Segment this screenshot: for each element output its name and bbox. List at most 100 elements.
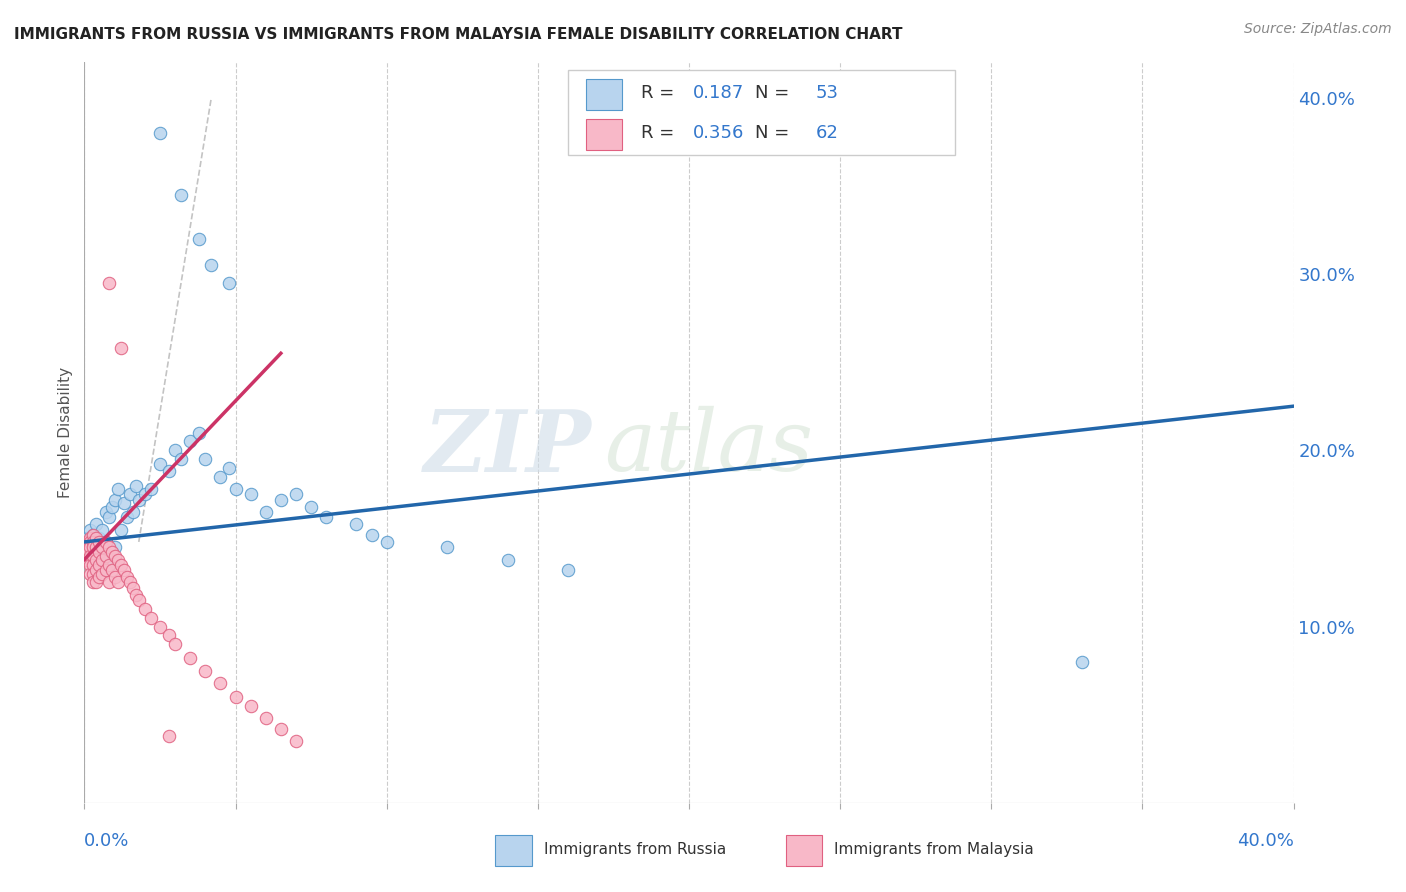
FancyBboxPatch shape — [568, 70, 955, 155]
Point — [225, 482, 247, 496]
Point — [100, 563, 122, 577]
Point — [79, 540, 101, 554]
Point — [125, 588, 148, 602]
Point — [97, 276, 120, 290]
Point — [82, 528, 104, 542]
Point — [360, 528, 382, 542]
Point — [118, 575, 141, 590]
Point — [110, 341, 132, 355]
Point — [299, 500, 322, 514]
Point — [82, 535, 104, 549]
Point — [86, 575, 108, 590]
Point — [79, 540, 101, 554]
Point — [209, 676, 232, 690]
Point — [170, 452, 193, 467]
Point — [76, 552, 98, 566]
Point — [91, 552, 114, 566]
Y-axis label: Female Disability: Female Disability — [58, 367, 73, 499]
Point — [436, 540, 458, 554]
Point — [82, 558, 104, 572]
Point — [89, 552, 111, 566]
Point — [254, 711, 277, 725]
Point — [104, 549, 127, 563]
Text: R =: R = — [641, 124, 679, 143]
Text: N =: N = — [755, 85, 790, 103]
Point — [89, 558, 111, 572]
Point — [97, 558, 120, 572]
Point — [239, 487, 262, 501]
Point — [118, 487, 141, 501]
Text: atlas: atlas — [605, 406, 814, 489]
Point — [79, 549, 101, 563]
Point — [270, 492, 292, 507]
Point — [112, 563, 135, 577]
Point — [115, 510, 138, 524]
Point — [496, 552, 519, 566]
FancyBboxPatch shape — [586, 78, 623, 110]
Point — [97, 558, 120, 572]
Point — [86, 532, 108, 546]
Point — [1071, 655, 1094, 669]
Point — [100, 500, 122, 514]
Point — [82, 540, 104, 554]
Point — [86, 540, 108, 554]
Point — [165, 443, 187, 458]
Point — [170, 187, 193, 202]
Point — [79, 535, 101, 549]
Text: R =: R = — [641, 85, 679, 103]
Point — [104, 492, 127, 507]
Point — [104, 570, 127, 584]
Point — [139, 610, 162, 624]
Point — [86, 517, 108, 532]
Point — [100, 545, 122, 559]
Point — [79, 558, 101, 572]
Point — [125, 478, 148, 492]
Point — [107, 482, 129, 496]
Point — [91, 540, 114, 554]
Point — [139, 482, 162, 496]
Point — [218, 276, 240, 290]
Point — [157, 729, 180, 743]
Point — [179, 434, 201, 449]
FancyBboxPatch shape — [586, 119, 623, 150]
Text: 0.356: 0.356 — [693, 124, 744, 143]
Point — [97, 540, 120, 554]
Point — [82, 545, 104, 559]
FancyBboxPatch shape — [786, 835, 823, 866]
Point — [76, 535, 98, 549]
Text: ZIP: ZIP — [425, 406, 592, 489]
Point — [79, 566, 101, 581]
Point — [97, 510, 120, 524]
Point — [104, 540, 127, 554]
Point — [89, 532, 111, 546]
Point — [225, 690, 247, 704]
Point — [188, 425, 211, 440]
Text: Source: ZipAtlas.com: Source: ZipAtlas.com — [1244, 22, 1392, 37]
Point — [188, 232, 211, 246]
Point — [79, 532, 101, 546]
Point — [97, 575, 120, 590]
Point — [82, 549, 104, 563]
Point — [89, 570, 111, 584]
Text: N =: N = — [755, 124, 790, 143]
Point — [200, 258, 222, 272]
Point — [94, 563, 117, 577]
Point — [179, 651, 201, 665]
Point — [128, 492, 150, 507]
Point — [86, 563, 108, 577]
Point — [91, 566, 114, 581]
Point — [218, 461, 240, 475]
Point — [76, 540, 98, 554]
Text: Immigrants from Malaysia: Immigrants from Malaysia — [834, 842, 1033, 857]
Point — [157, 628, 180, 642]
Point — [115, 570, 138, 584]
Point — [94, 549, 117, 563]
Point — [94, 505, 117, 519]
Text: 62: 62 — [815, 124, 839, 143]
Point — [107, 552, 129, 566]
Point — [91, 563, 114, 577]
Point — [76, 545, 98, 559]
Point — [315, 510, 337, 524]
Point — [76, 532, 98, 546]
Point — [94, 535, 117, 549]
